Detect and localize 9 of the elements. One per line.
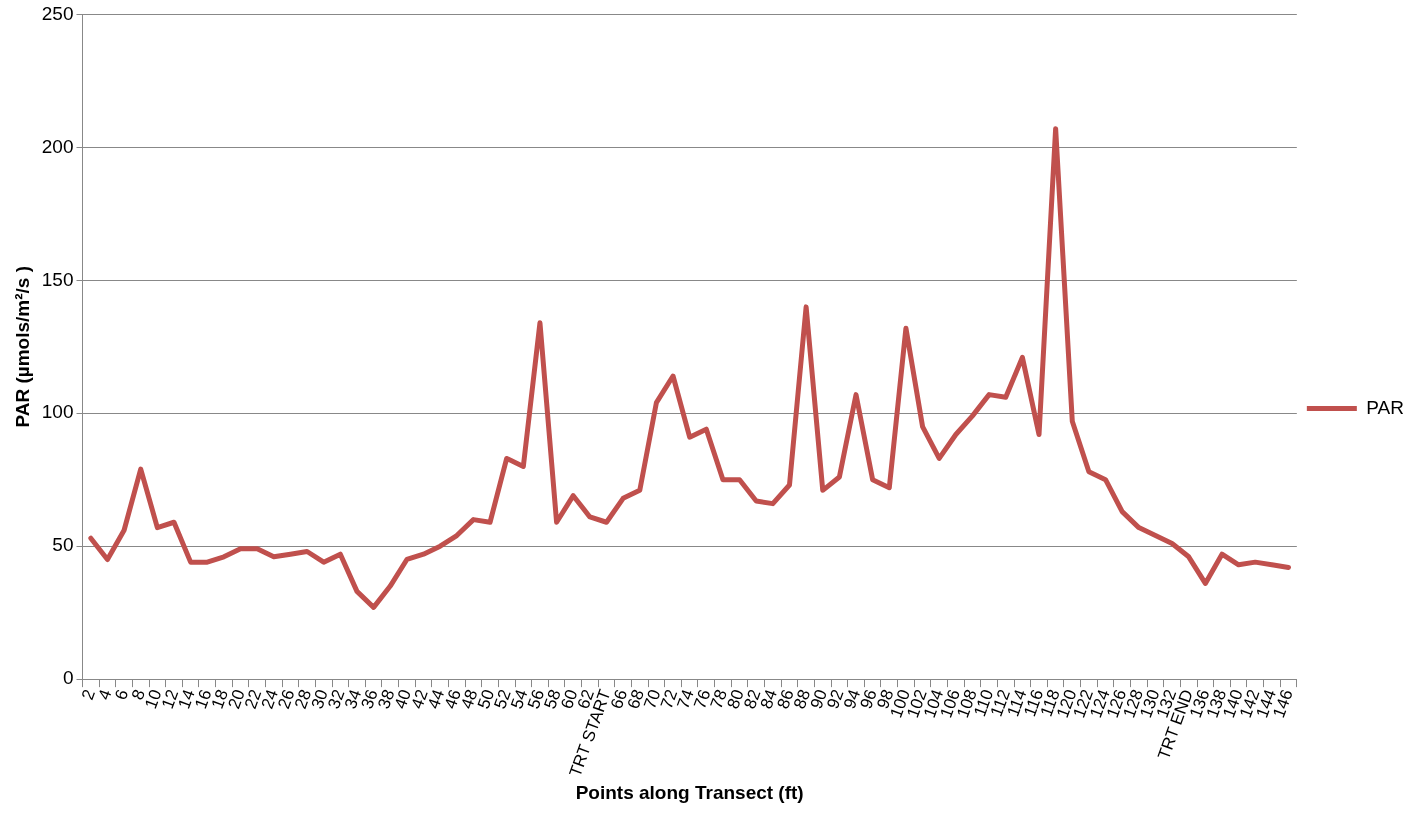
x-axis-title: Points along Transect (ft) bbox=[575, 781, 804, 803]
y-tick-label: 0 bbox=[62, 667, 74, 689]
y-tick-label: 250 bbox=[41, 2, 74, 24]
legend-label: PAR bbox=[1366, 396, 1405, 418]
y-tick-label: 150 bbox=[41, 268, 74, 290]
y-tick-label: 100 bbox=[41, 401, 74, 423]
y-tick-label: 200 bbox=[41, 135, 74, 157]
y-tick-label: 50 bbox=[52, 534, 74, 556]
y-axis-title: PAR (µmols/m²/s ) bbox=[11, 265, 33, 428]
